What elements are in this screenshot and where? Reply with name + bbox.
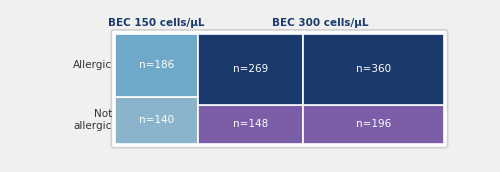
Bar (198, 34, 303, 105)
Bar (198, 105, 303, 144)
Bar (115, 96, 198, 144)
Text: n=186: n=186 (139, 60, 174, 70)
Text: n=148: n=148 (233, 119, 268, 129)
Text: BEC 150 cells/μL: BEC 150 cells/μL (108, 18, 204, 28)
FancyBboxPatch shape (112, 30, 448, 148)
Bar (115, 34, 198, 96)
Bar (303, 34, 444, 105)
Text: n=269: n=269 (233, 64, 268, 74)
Text: n=196: n=196 (356, 119, 391, 130)
Text: n=360: n=360 (356, 64, 391, 74)
Bar (303, 105, 444, 144)
Text: Not
allergic: Not allergic (74, 109, 112, 131)
Text: n=140: n=140 (139, 115, 174, 125)
Text: Allergic: Allergic (73, 60, 112, 70)
Text: BEC 300 cells/μL: BEC 300 cells/μL (272, 18, 369, 28)
